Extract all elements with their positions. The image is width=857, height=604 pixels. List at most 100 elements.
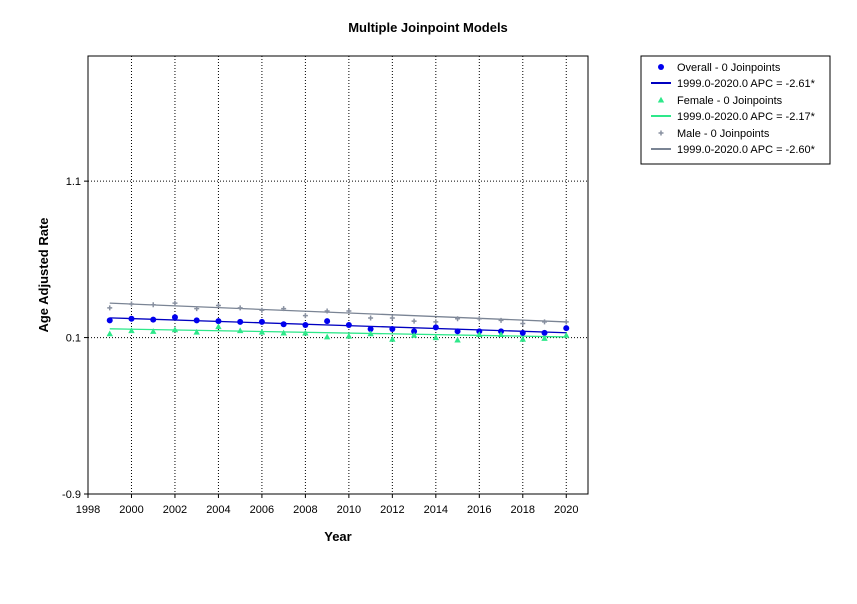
data-point xyxy=(302,313,308,319)
data-point xyxy=(236,327,244,334)
data-point xyxy=(476,331,483,338)
data-point xyxy=(302,322,309,329)
data-point xyxy=(150,316,157,323)
data-point xyxy=(106,317,113,324)
data-point xyxy=(454,328,461,335)
data-point xyxy=(280,321,287,328)
data-point xyxy=(193,317,200,324)
data-point xyxy=(454,336,461,343)
data-point xyxy=(193,328,200,335)
data-point xyxy=(172,300,178,306)
data-point xyxy=(476,316,482,322)
y-tick-label: 1.1 xyxy=(66,176,81,188)
data-point xyxy=(389,315,395,321)
data-point xyxy=(411,328,418,335)
data-point xyxy=(171,326,179,333)
data-point xyxy=(563,325,570,332)
x-tick-label: 2008 xyxy=(293,504,317,516)
data-point xyxy=(455,316,461,322)
legend-marker xyxy=(657,96,665,103)
data-point xyxy=(345,322,352,329)
legend-label: 1999.0-2020.0 APC = -2.60* xyxy=(677,144,816,156)
data-point xyxy=(302,329,309,336)
data-point xyxy=(497,331,505,338)
data-point xyxy=(432,334,440,341)
x-tick-label: 2004 xyxy=(206,504,230,516)
data-point xyxy=(106,330,113,337)
data-point xyxy=(432,324,439,331)
x-tick-label: 2006 xyxy=(250,504,274,516)
data-point xyxy=(519,335,526,342)
data-point xyxy=(237,318,244,325)
data-point xyxy=(323,333,331,340)
data-point xyxy=(410,332,418,338)
data-point xyxy=(258,328,266,335)
data-point xyxy=(433,319,439,325)
legend-box xyxy=(640,55,831,165)
data-point xyxy=(128,301,134,307)
data-point xyxy=(258,318,265,325)
x-tick-label: 2012 xyxy=(380,504,404,516)
axis-ticks: 1998 2000 2002 2004 2006 2008 2010 2012 2014 2016… xyxy=(62,176,578,516)
data-point xyxy=(171,314,178,321)
data-point xyxy=(367,330,374,337)
data-points xyxy=(106,300,570,343)
y-tick-label: 0.1 xyxy=(66,333,81,345)
data-point xyxy=(107,305,113,311)
x-tick-label: 2002 xyxy=(163,504,187,516)
data-point xyxy=(259,307,265,313)
data-point xyxy=(389,325,396,332)
data-point xyxy=(128,327,135,334)
x-tick-label: 2016 xyxy=(467,504,491,516)
legend-label: Male - 0 Joinpoints xyxy=(677,128,770,140)
data-point xyxy=(563,332,570,338)
trend-lines xyxy=(109,302,567,338)
data-point xyxy=(280,329,287,336)
data-point xyxy=(324,318,331,325)
data-point xyxy=(563,319,569,325)
x-tick-label: 1998 xyxy=(76,504,100,516)
data-point xyxy=(345,332,353,339)
data-point xyxy=(346,308,352,314)
y-tick-label: -0.9 xyxy=(62,489,81,501)
data-point xyxy=(498,317,504,323)
x-tick-label: 2010 xyxy=(337,504,361,516)
data-point xyxy=(519,329,526,336)
grid xyxy=(88,56,588,494)
data-point xyxy=(368,315,374,321)
data-point xyxy=(541,335,548,341)
data-point xyxy=(367,325,374,332)
data-point xyxy=(215,303,221,309)
legend-label: Female - 0 Joinpoints xyxy=(677,95,783,107)
trend-line xyxy=(109,302,567,323)
data-point xyxy=(150,302,156,308)
data-point xyxy=(128,315,135,322)
legend: Overall - 0 Joinpoints 1999.0-2020.0 APC … xyxy=(640,55,831,165)
x-tick-label: 2018 xyxy=(511,504,535,516)
data-point xyxy=(215,318,222,325)
y-axis-title: Age Adjusted Rate xyxy=(36,217,51,332)
x-axis-title: Year xyxy=(324,529,351,544)
plot-area xyxy=(87,55,589,495)
data-point xyxy=(520,320,526,326)
trend-line xyxy=(109,328,567,338)
x-tick-label: 2020 xyxy=(554,504,578,516)
data-point xyxy=(324,308,330,314)
legend-label: 1999.0-2020.0 APC = -2.17* xyxy=(677,111,816,123)
legend-label: 1999.0-2020.0 APC = -2.61* xyxy=(677,78,816,90)
data-point xyxy=(194,306,200,312)
trend-line xyxy=(109,317,567,334)
x-tick-label: 2000 xyxy=(119,504,143,516)
data-point xyxy=(541,329,548,336)
x-tick-label: 2014 xyxy=(424,504,448,516)
data-point xyxy=(542,319,548,325)
data-point xyxy=(215,323,222,330)
legend-marker xyxy=(658,64,664,70)
data-point xyxy=(150,328,157,334)
data-point xyxy=(237,305,243,311)
legend-label: Overall - 0 Joinpoints xyxy=(677,62,781,74)
chart-title: Multiple Joinpoint Models xyxy=(348,20,508,35)
data-point xyxy=(389,335,396,342)
data-point xyxy=(411,318,417,324)
